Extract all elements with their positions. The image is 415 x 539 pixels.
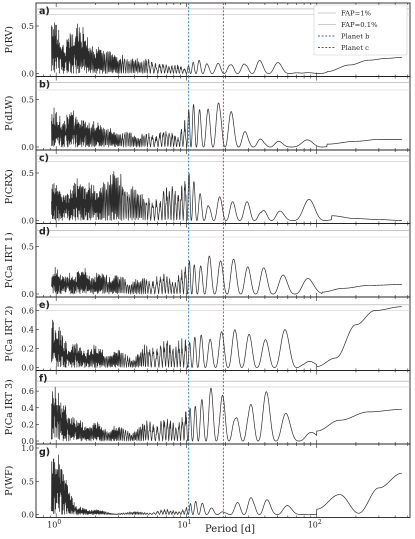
y-tick-label: 0.2 <box>21 345 34 354</box>
panel-tag: a) <box>39 6 50 17</box>
y-axis-label: P(WF) <box>4 466 15 496</box>
panel-stack: 0.0 0.5 a) P(RV) 0.0 0.5 b) P(dLW) 0.0 0.5 c) P(CRX… <box>4 2 411 520</box>
panel-f: 0.0 0.2 0.4 0.6 f) P(Ca IRT 3) <box>4 370 411 446</box>
power-curve <box>51 306 402 368</box>
y-tick-label: 0.5 <box>21 22 34 31</box>
y-tick-label: 0.5 <box>21 96 34 105</box>
legend-entry: Planet b <box>341 33 370 41</box>
panel-tag: b) <box>39 80 50 91</box>
y-tick-label: 0.5 <box>21 169 34 178</box>
x-tick-label: 102 <box>308 519 322 530</box>
y-tick-label: 0.0 <box>21 70 34 79</box>
panel-tag: d) <box>39 227 50 238</box>
power-curve <box>51 22 402 74</box>
power-curve <box>51 386 402 442</box>
y-tick-label: 0.2 <box>21 420 34 429</box>
legend-entry: FAP=0.1% <box>341 21 378 29</box>
y-axis-label: P(dLW) <box>4 96 15 131</box>
y-tick-label: 1.0 <box>21 444 34 453</box>
legend-box <box>313 4 408 56</box>
y-tick-label: 0.0 <box>21 143 34 152</box>
y-tick-label: 0.0 <box>21 437 34 446</box>
legend-entry: FAP=1% <box>341 10 372 18</box>
y-tick-label: 0.6 <box>21 387 34 396</box>
panel-c: 0.0 0.5 c) P(CRX) <box>4 149 411 226</box>
legend-entry: Planet c <box>341 44 369 52</box>
y-axis-label: P(Ca IRT 1) <box>4 232 15 288</box>
y-tick-label: 0.4 <box>21 326 34 335</box>
y-tick-label: 0.0 <box>21 511 34 520</box>
x-tick-label: 101 <box>177 519 191 530</box>
y-axis-label: P(Ca IRT 3) <box>4 379 15 435</box>
y-tick-label: 0.0 <box>21 290 34 299</box>
x-tick-label: 100 <box>47 519 61 530</box>
y-tick-label: 0.5 <box>21 477 34 486</box>
y-tick-label: 0.0 <box>21 364 34 373</box>
power-curve <box>51 171 402 221</box>
panel-e: 0.0 0.2 0.4 0.6 e) P(Ca IRT 2) <box>4 296 411 373</box>
power-curve <box>51 454 402 515</box>
panel-g: 0.0 0.5 1.0 g) P(WF) <box>4 443 411 520</box>
y-tick-label: 0.4 <box>21 404 34 413</box>
y-tick-label: 0.0 <box>21 217 34 226</box>
y-tick-label: 0.5 <box>21 243 34 252</box>
legend: FAP=1% FAP=0.1% Planet b Planet c <box>313 4 408 56</box>
panel-tag: f) <box>39 374 47 385</box>
panel-tag: e) <box>39 300 50 311</box>
panel-tag: g) <box>39 447 50 458</box>
y-tick-label: 0.6 <box>21 307 34 316</box>
panel-b: 0.0 0.5 b) P(dLW) <box>4 76 411 152</box>
panel-tag: c) <box>39 153 49 164</box>
panel-d: 0.0 0.5 d) P(Ca IRT 1) <box>4 223 411 299</box>
y-axis-label: P(Ca IRT 2) <box>4 306 15 362</box>
y-axis-label: P(RV) <box>4 26 15 53</box>
power-curve <box>51 255 402 295</box>
y-axis-label: P(CRX) <box>4 169 15 204</box>
x-axis-label: Period [d] <box>205 524 255 535</box>
power-curve <box>51 102 402 148</box>
x-axis: Period [d] 100 101 102 <box>47 519 322 535</box>
